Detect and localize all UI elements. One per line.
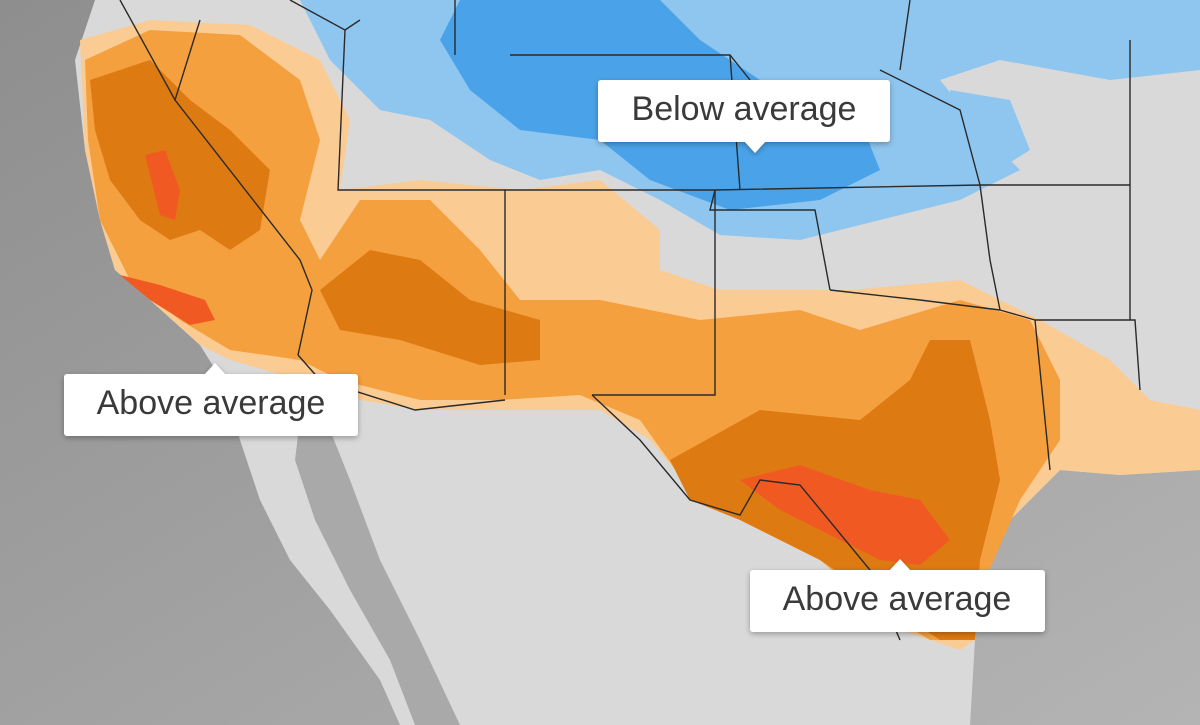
callout-label: Below average (632, 90, 857, 128)
callout-box (750, 570, 1045, 632)
callout-pointer (204, 363, 226, 375)
callout-label: Above average (783, 580, 1012, 618)
callout-pointer (744, 141, 766, 153)
above-average-hot (120, 275, 215, 325)
callout (64, 363, 358, 436)
callout (598, 80, 890, 153)
below-average-area (950, 90, 1030, 175)
callout-box (598, 80, 890, 142)
callout-label: Above average (97, 384, 326, 422)
callout-pointer (889, 559, 911, 571)
callout-box (64, 374, 358, 436)
state-borders (119, 0, 1141, 641)
above-average-dark (90, 60, 270, 250)
above-average-hot (740, 465, 950, 565)
above-average-hot (145, 150, 180, 220)
callout (750, 559, 1045, 632)
above-average-dark (320, 250, 540, 365)
gulf-of-california (295, 420, 460, 725)
